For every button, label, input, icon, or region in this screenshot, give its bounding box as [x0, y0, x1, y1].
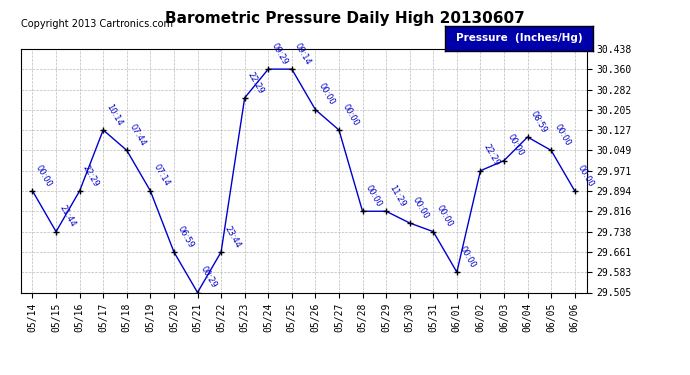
Text: 00:00: 00:00 — [411, 195, 431, 220]
Text: 09:29: 09:29 — [270, 41, 289, 66]
Text: Copyright 2013 Cartronics.com: Copyright 2013 Cartronics.com — [21, 19, 172, 29]
Text: 10:14: 10:14 — [105, 102, 124, 127]
Text: 23:44: 23:44 — [222, 224, 242, 249]
Text: 22:29: 22:29 — [482, 143, 502, 168]
Text: 00:00: 00:00 — [576, 163, 595, 188]
Text: 00:00: 00:00 — [364, 183, 384, 209]
Text: 11:29: 11:29 — [388, 183, 407, 209]
Text: 00:00: 00:00 — [553, 123, 572, 148]
Text: 22:29: 22:29 — [246, 70, 266, 95]
Text: Pressure  (Inches/Hg): Pressure (Inches/Hg) — [456, 33, 582, 44]
Text: 07:14: 07:14 — [152, 163, 172, 188]
Text: 00:00: 00:00 — [317, 82, 337, 107]
Text: 00:00: 00:00 — [435, 204, 454, 229]
Text: 06:59: 06:59 — [175, 224, 195, 249]
Text: 00:29: 00:29 — [199, 265, 219, 290]
Text: 21:44: 21:44 — [57, 204, 77, 229]
Text: Barometric Pressure Daily High 20130607: Barometric Pressure Daily High 20130607 — [165, 11, 525, 26]
Text: 08:59: 08:59 — [529, 109, 549, 134]
Text: 07:44: 07:44 — [128, 122, 148, 148]
Text: 09:14: 09:14 — [293, 41, 313, 66]
Text: 00:00: 00:00 — [458, 244, 478, 269]
Text: 22:29: 22:29 — [81, 163, 101, 188]
Text: 00:00: 00:00 — [340, 102, 360, 127]
Text: 00:00: 00:00 — [505, 133, 525, 158]
Text: 00:00: 00:00 — [34, 163, 54, 188]
